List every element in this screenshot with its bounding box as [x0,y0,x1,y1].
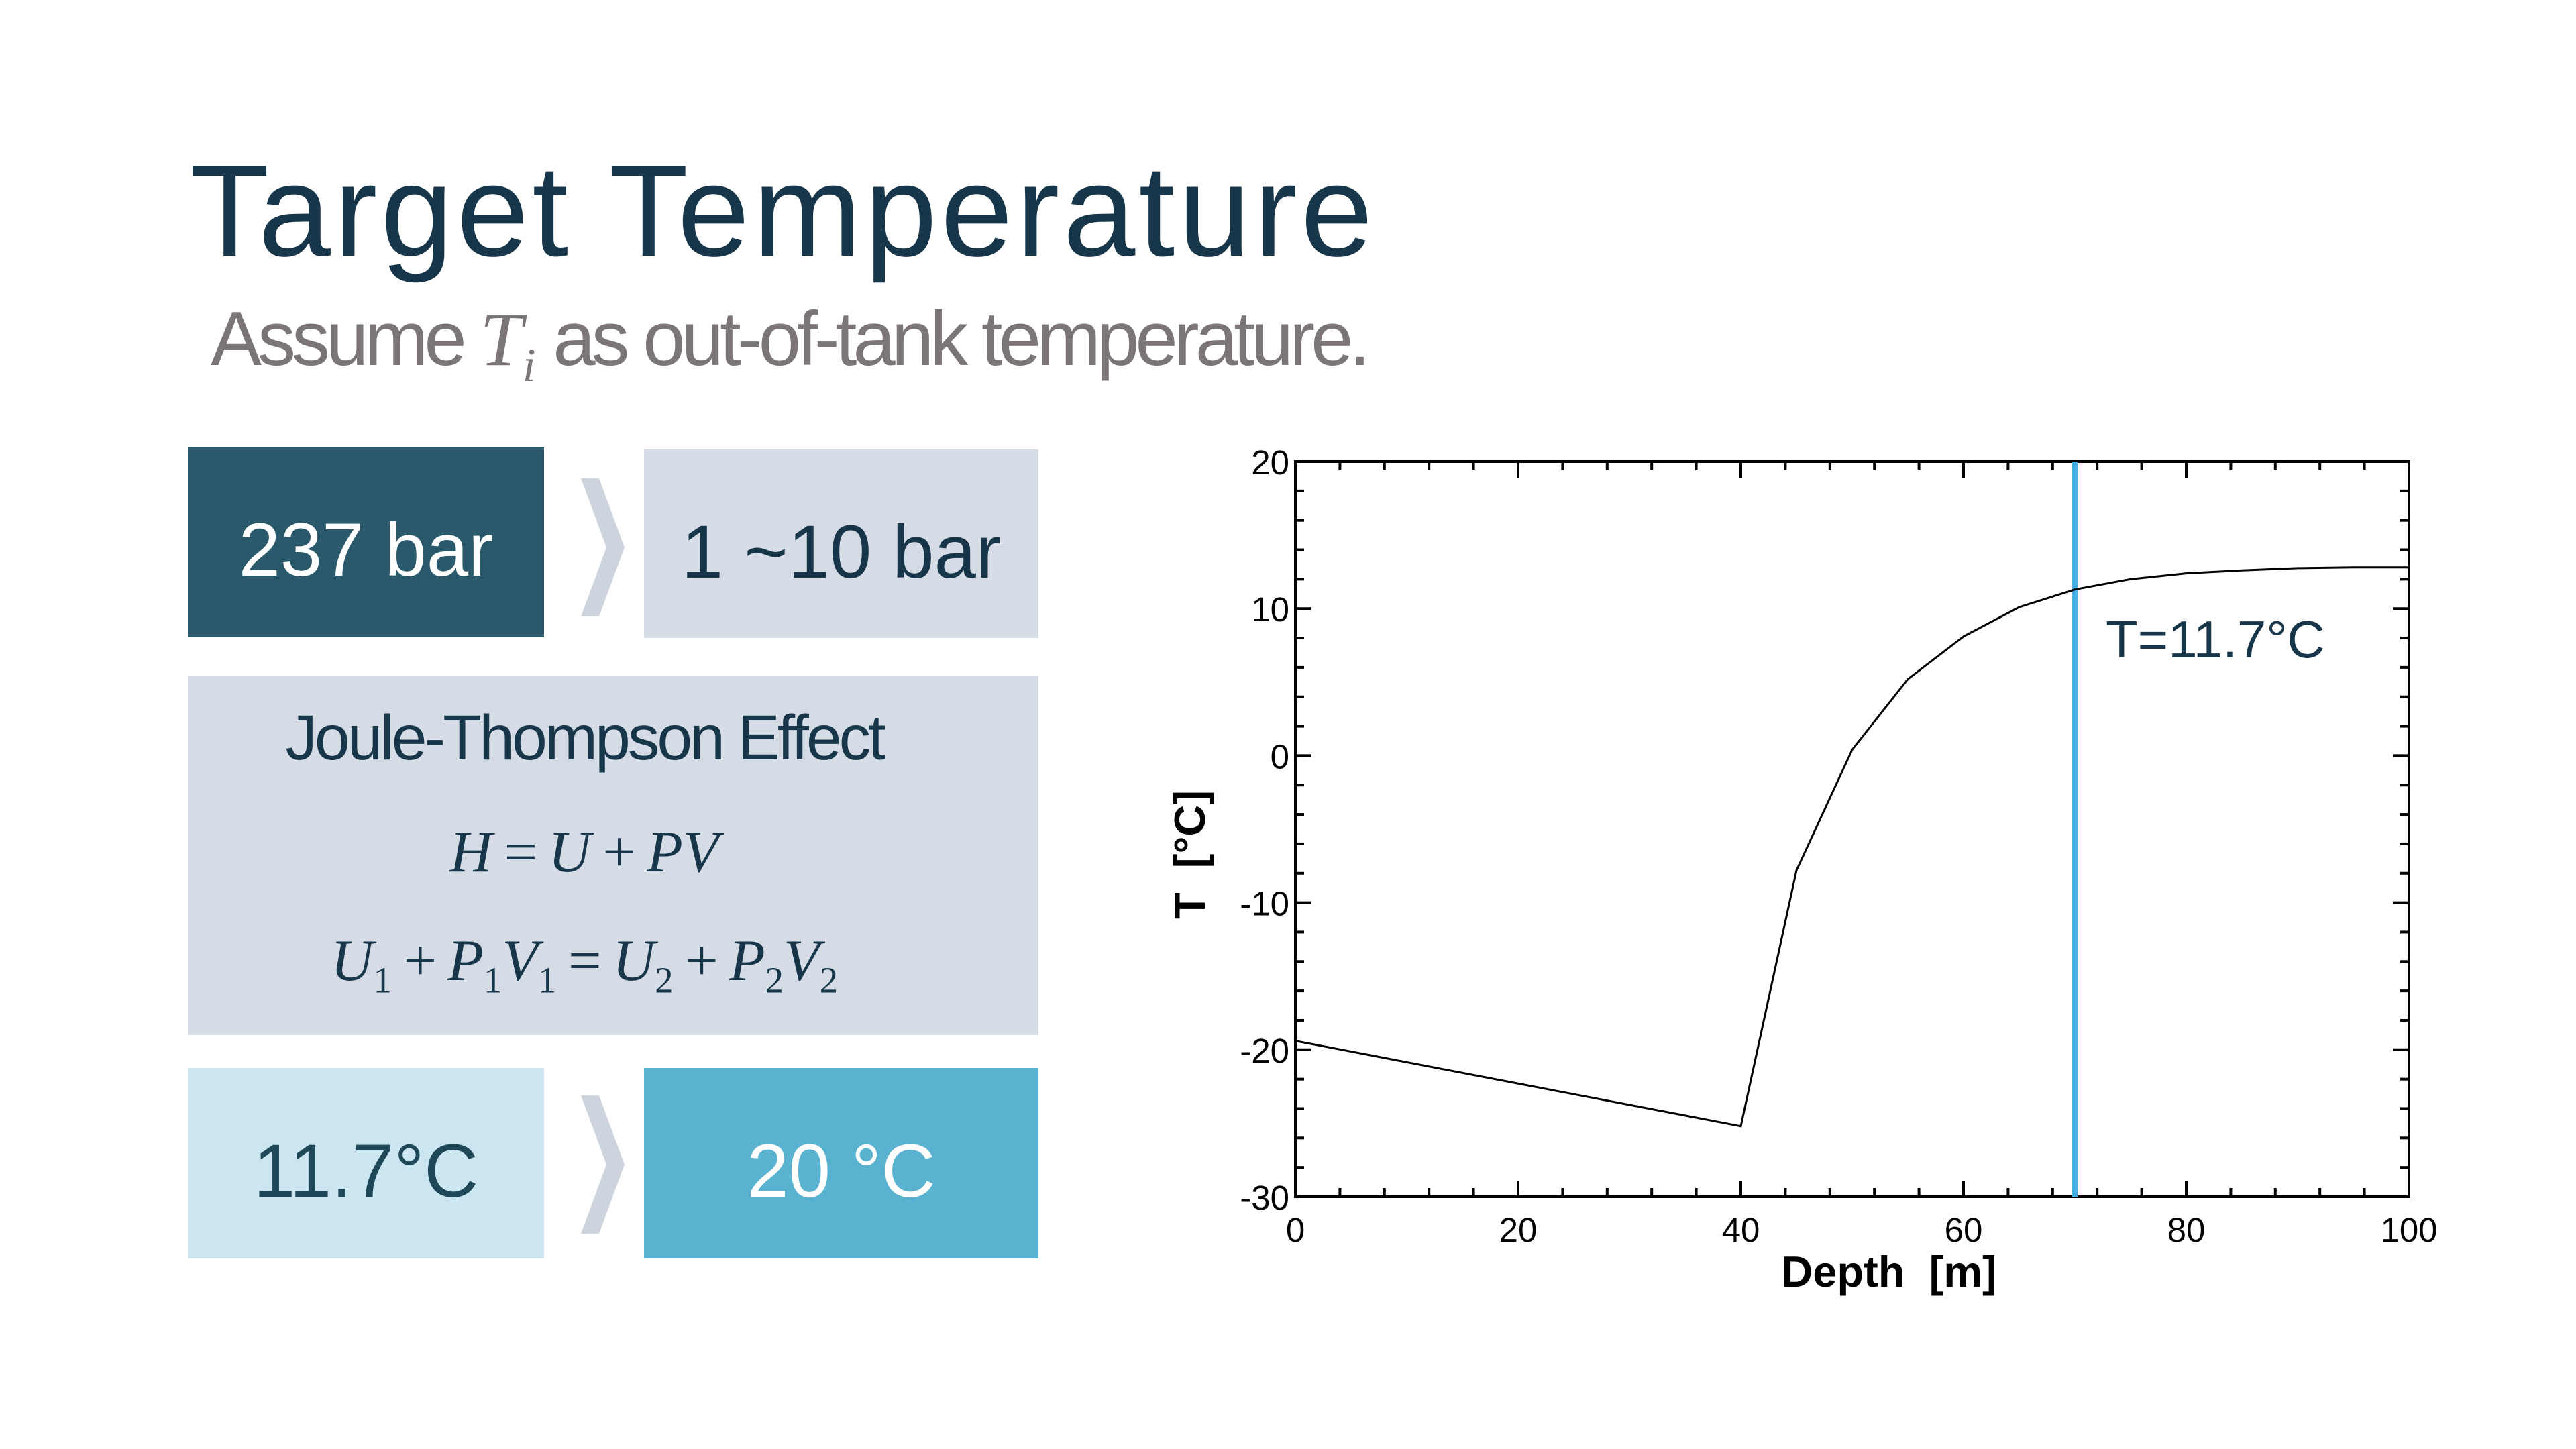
y-tick-label: -30 [1240,1179,1289,1217]
pressure-from-label: 237 bar [238,508,494,592]
slide-subtitle: Assume Ti as out-of-tank temperature. [211,301,1371,390]
y-tick-label: 0 [1271,737,1289,775]
temperature-annotation: T=11.7°C [2106,610,2325,669]
y-tick-label: 20 [1251,443,1289,482]
subtitle-prefix: Assume [211,297,480,382]
subtitle-suffix: as out-of-tank temperature. [535,297,1371,382]
chevron-right-icon [581,478,625,616]
x-tick-label: 20 [1499,1211,1538,1249]
x-tick-label: 100 [2380,1211,2437,1249]
effect-title: Joule-Thompson Effect [285,702,885,773]
temp-to-box: 20 °C [644,1068,1038,1258]
y-axis-label: T [°C] [1165,790,1214,919]
pressure-from-box: 237 bar [188,447,544,637]
chevron-right-icon [581,1095,625,1234]
y-tick-label: 10 [1251,590,1289,629]
temp-to-label: 20 °C [747,1129,936,1213]
x-tick-label: 0 [1286,1211,1305,1249]
joule-thompson-effect-box [188,676,1038,1035]
enthalpy-equation: H = U + PV [449,820,719,885]
y-tick-label: -10 [1240,885,1289,923]
temp-from-label: 11.7°C [253,1129,479,1213]
energy-balance-equation: U1 + P1V1 = U2 + P2V2 [331,928,838,1001]
x-tick-label: 80 [2167,1211,2206,1249]
temp-from-box: 11.7°C [188,1068,544,1258]
plot-frame [1294,460,2410,1198]
x-tick-label: 60 [1945,1211,1983,1249]
pressure-to-box: 1 ~10 bar [644,449,1038,638]
slide-title: Target Temperature [190,138,1377,284]
subtitle-math-ti: Ti [480,297,536,392]
x-axis-label: Depth [m] [1781,1247,1996,1296]
pressure-to-label: 1 ~10 bar [681,509,1002,594]
y-tick-label: -20 [1240,1032,1289,1070]
x-tick-label: 40 [1722,1211,1760,1249]
temperature-vs-depth [1295,566,2409,1128]
